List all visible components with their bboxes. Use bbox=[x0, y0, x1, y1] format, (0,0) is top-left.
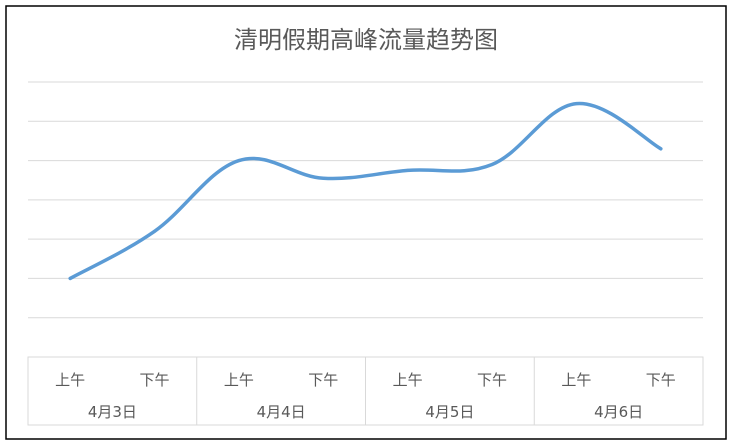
x-group-label: 4月6日 bbox=[594, 403, 643, 421]
series-line bbox=[68, 101, 663, 281]
x-group-label: 4月4日 bbox=[257, 403, 306, 421]
data-point bbox=[68, 276, 72, 280]
data-point bbox=[237, 159, 241, 163]
data-point bbox=[659, 147, 663, 151]
x-tick-label: 下午 bbox=[140, 371, 170, 389]
data-point bbox=[321, 176, 325, 180]
series-layer bbox=[68, 101, 663, 281]
data-point bbox=[406, 168, 410, 172]
gridlines bbox=[28, 81, 703, 319]
x-tick-label: 上午 bbox=[224, 371, 254, 389]
x-tick-label: 上午 bbox=[561, 371, 591, 389]
x-tick-label: 上午 bbox=[55, 371, 85, 389]
x-group-label: 4月5日 bbox=[425, 403, 474, 421]
data-point bbox=[490, 163, 494, 166]
data-point bbox=[574, 102, 578, 106]
x-tick-label: 下午 bbox=[308, 371, 338, 389]
data-point bbox=[153, 229, 157, 233]
x-tick-label: 上午 bbox=[393, 371, 423, 389]
x-tick-label: 下午 bbox=[477, 371, 507, 389]
x-tick-label: 下午 bbox=[646, 371, 676, 389]
x-group-label: 4月3日 bbox=[88, 403, 137, 421]
chart-title: 清明假期高峰流量趋势图 bbox=[234, 26, 498, 54]
